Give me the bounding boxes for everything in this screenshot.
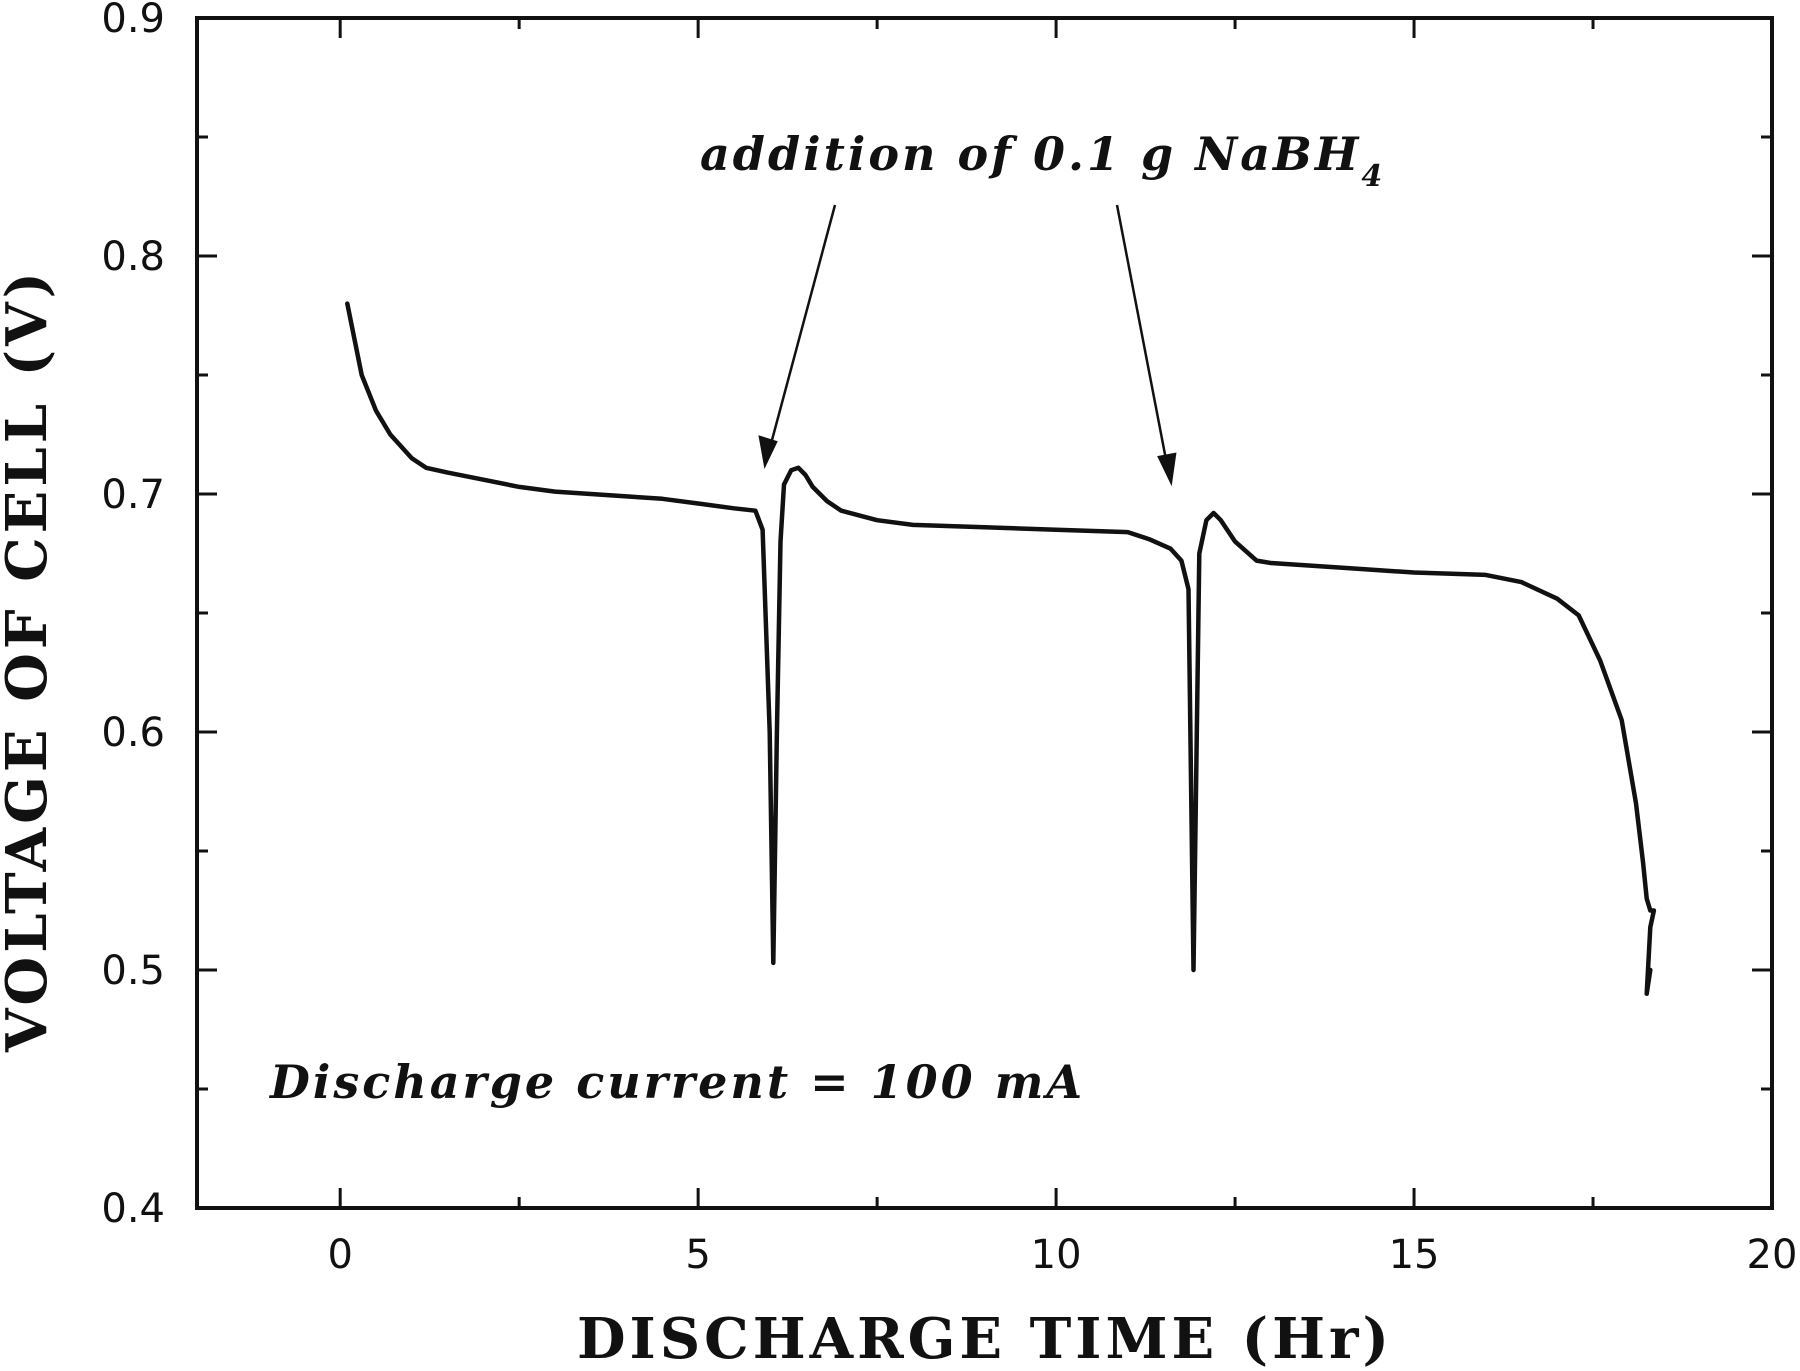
y-axis-title: VOLTAGE OF CELL (V) bbox=[0, 268, 60, 1053]
arrow-1-head bbox=[758, 435, 778, 470]
plot-frame bbox=[195, 16, 1774, 1210]
x-axis-title: DISCHARGE TIME (Hr) bbox=[577, 1306, 1393, 1371]
x-tick-label: 20 bbox=[1747, 1232, 1798, 1278]
arrow-2-head bbox=[1157, 452, 1177, 487]
series-line bbox=[345, 301, 1657, 997]
x-tick-label: 10 bbox=[1031, 1232, 1082, 1278]
y-tick-label: 0.5 bbox=[101, 948, 165, 994]
y-tick-label: 0.9 bbox=[101, 0, 165, 42]
axis-tick-labels: 0 5 10 15 20 0.4 0.5 0.6 0.7 0.8 0.9 bbox=[101, 0, 1797, 1278]
y-tick-label: 0.7 bbox=[101, 472, 165, 518]
arrow-1-shaft bbox=[766, 204, 837, 456]
x-tick-label: 0 bbox=[327, 1232, 352, 1278]
annotation-addition: addition of 0.1 g NaBH4 bbox=[700, 127, 1385, 194]
annotation-discharge-current: Discharge current = 100 mA bbox=[268, 1055, 1085, 1109]
axis-ticks bbox=[197, 16, 1772, 1210]
x-tick-label: 5 bbox=[685, 1232, 710, 1278]
y-tick-label: 0.6 bbox=[101, 710, 165, 756]
annotation-addition-text: addition of 0.1 g NaBH bbox=[700, 127, 1361, 181]
x-tick-label: 15 bbox=[1389, 1232, 1440, 1278]
y-tick-label: 0.8 bbox=[101, 234, 165, 280]
annotation-addition-subscript: 4 bbox=[1361, 159, 1385, 194]
arrow-2-shaft bbox=[1115, 204, 1170, 471]
y-tick-label: 0.4 bbox=[101, 1186, 165, 1232]
annotation-arrows bbox=[758, 204, 1177, 487]
